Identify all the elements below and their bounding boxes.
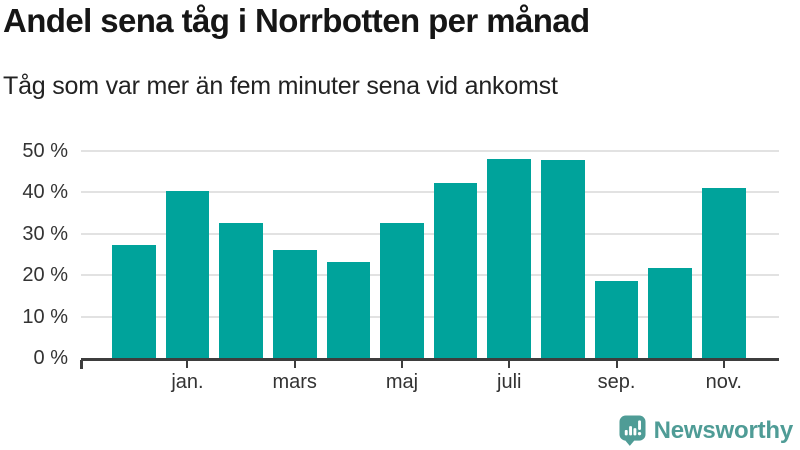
x-tick-label: jan. [171,371,204,393]
x-tick-mark [508,361,511,368]
gridline [81,191,779,194]
newsworthy-logo-icon [619,415,646,446]
x-axis-origin-tick [80,360,83,369]
x-tick-mark [293,361,296,368]
gridline [81,315,779,318]
y-axis-labels: 0 % 10 % 20 % 30 % 40 % 50 % [0,0,68,450]
bar-juni [433,182,478,358]
bar-sep [594,281,639,358]
bar-okt [648,267,692,358]
x-tick-label: maj [385,371,419,393]
x-tick-mark [615,361,618,368]
y-tick-label: 20 % [22,264,68,287]
chart-title: Andel sena tåg i Norrbotten per månad [3,2,590,39]
bar-mars [272,250,317,358]
y-tick-label: 50 % [22,140,68,162]
bar-maj [380,222,424,358]
plot-area: jan. mars maj juli sep. nov. [80,150,779,393]
bar-apr [326,261,371,358]
x-tick-label: sep. [597,371,636,393]
brand-watermark: Newsworthy [619,415,793,446]
x-tick-label: juli [497,371,522,393]
bar-nov [702,188,746,358]
bar-aug [541,160,585,358]
bar-jan [165,191,210,358]
x-tick-mark [722,361,725,368]
x-tick-mark [186,361,189,368]
gridline [81,274,779,277]
gridline [81,150,779,152]
y-tick-label: 30 % [22,222,68,245]
y-tick-label: 40 % [22,181,68,204]
bar-dec [112,244,156,358]
y-tick-label: 10 % [22,305,68,328]
chart-subtitle: Tåg som var mer än fem minuter sena vid … [3,72,558,100]
bar-juli [487,159,532,358]
gridline [81,232,779,235]
x-tick-label: nov. [705,371,742,393]
bar-feb [219,222,263,358]
brand-name: Newsworthy [653,416,794,444]
x-tick-label: mars [272,371,317,393]
x-tick-mark [401,361,403,368]
y-tick-label: 0 % [33,347,68,369]
